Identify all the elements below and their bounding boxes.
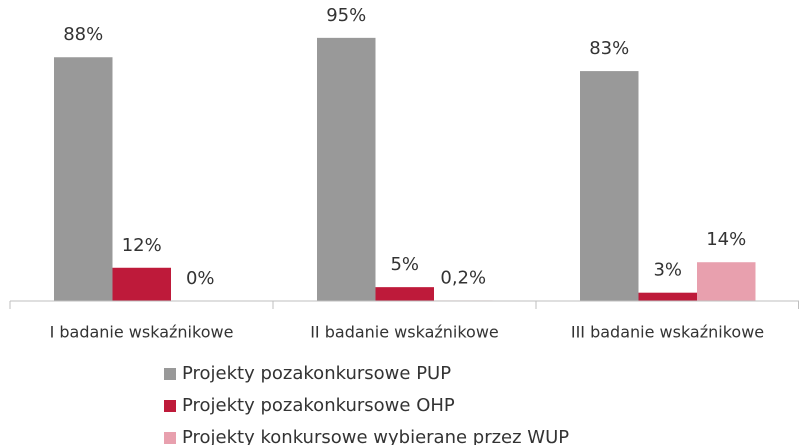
value-label: 14% <box>706 229 746 250</box>
legend-label: Projekty pozakonkursowe PUP <box>182 363 451 384</box>
bar <box>697 262 756 301</box>
value-label: 3% <box>653 260 682 281</box>
legend-label: Projekty konkursowe wybierane przez WUP <box>182 427 569 445</box>
x-tick-label: II badanie wskaźnikowe <box>310 323 499 342</box>
value-label: 0% <box>186 268 215 289</box>
value-label: 12% <box>122 235 162 256</box>
bar <box>580 71 639 301</box>
bar <box>112 267 171 301</box>
value-label: 88% <box>63 24 103 45</box>
x-tick-label: I badanie wskaźnikowe <box>50 323 234 342</box>
value-label: 0,2% <box>440 267 486 288</box>
value-label: 83% <box>589 38 629 59</box>
value-label: 95% <box>326 5 366 26</box>
bar <box>54 57 113 301</box>
bar <box>375 287 434 301</box>
bar <box>317 37 376 301</box>
bar <box>638 292 697 301</box>
value-label: 5% <box>390 254 419 275</box>
legend-label: Projekty pozakonkursowe OHP <box>182 395 455 416</box>
x-tick-label: III badanie wskaźnikowe <box>571 323 764 342</box>
legend-swatch <box>164 368 176 380</box>
legend-swatch <box>164 432 176 444</box>
legend-swatch <box>164 400 176 412</box>
